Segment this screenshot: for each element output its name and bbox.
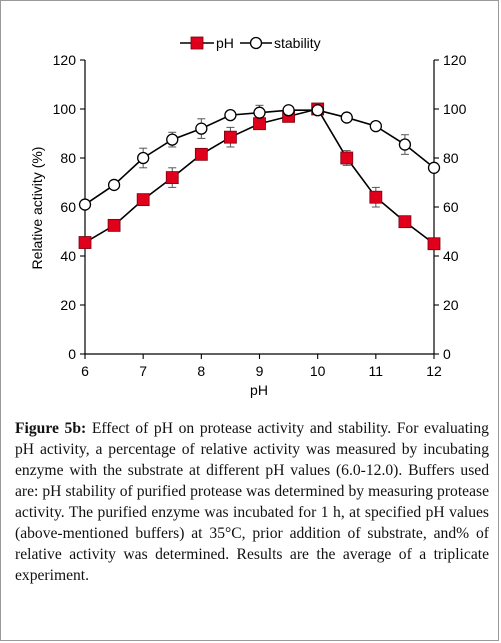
right-y-tick-label: 40	[443, 248, 459, 264]
legend-label-ph: pH	[216, 35, 234, 51]
left-y-tick-label: 80	[60, 150, 76, 166]
data-point-stability	[253, 106, 266, 119]
data-point-ph	[427, 237, 441, 251]
data-point-ph	[107, 218, 121, 232]
legend-marker-ph	[190, 36, 204, 50]
right-y-tick-label: 100	[443, 101, 467, 117]
data-point-ph	[194, 147, 208, 161]
right-y-tick-label: 80	[443, 150, 459, 166]
x-tick-label: 8	[197, 363, 205, 379]
data-point-stability	[282, 104, 295, 117]
x-tick-label: 10	[310, 363, 326, 379]
chart-axes: 0 0 20 20 40 40 60 60 80 80 100 100 120 120 6 7 8 9 10 11 12	[53, 52, 467, 379]
data-markers	[78, 102, 441, 251]
data-point-stability	[340, 111, 353, 124]
x-tick-label: 11	[369, 363, 384, 379]
data-point-stability	[137, 151, 150, 165]
data-point-ph	[369, 190, 383, 204]
right-y-tick-label: 120	[443, 52, 467, 68]
right-y-tick-label: 60	[443, 199, 459, 215]
data-point-stability	[224, 108, 237, 122]
data-point-stability	[78, 198, 92, 211]
data-point-ph	[136, 193, 150, 207]
x-tick-label: 12	[426, 363, 442, 379]
x-tick-label: 9	[256, 363, 264, 379]
right-y-tick-label: 20	[443, 297, 459, 313]
left-y-tick-label: 20	[60, 297, 76, 313]
data-point-stability	[166, 133, 179, 146]
data-point-ph	[165, 171, 179, 185]
left-y-tick-label: 60	[60, 199, 76, 215]
x-tick-label: 7	[139, 363, 147, 379]
legend-marker-stability	[249, 36, 263, 50]
left-y-tick-label: 120	[53, 52, 77, 68]
data-point-ph	[253, 117, 266, 131]
data-point-stability	[311, 104, 324, 117]
left-y-tick-label: 0	[68, 346, 76, 362]
data-point-stability	[195, 122, 208, 135]
left-y-tick-label: 40	[60, 248, 76, 264]
right-y-tick-label: 0	[443, 346, 451, 362]
y-axis-label: Relative activity (%)	[29, 147, 45, 270]
legend: pH stability	[180, 35, 321, 51]
line-chart: 0 0 20 20 40 40 60 60 80 80 100 100 120 120 6 7 8 9 10 11 12…	[29, 35, 467, 398]
legend-label-stability: stability	[274, 35, 321, 51]
data-point-ph	[78, 236, 92, 249]
data-point-stability	[369, 120, 382, 133]
x-axis-label: pH	[250, 382, 268, 398]
data-point-ph	[224, 130, 237, 144]
left-y-tick-label: 100	[53, 101, 77, 117]
data-point-stability	[398, 138, 412, 151]
data-point-stability	[107, 178, 121, 192]
x-tick-label: 6	[81, 363, 89, 379]
data-point-ph	[398, 215, 412, 229]
caption-text: Effect of pH on protease activity and st…	[15, 420, 489, 584]
figure-caption: Figure 5b: Effect of pH on protease acti…	[15, 418, 489, 586]
figure-label: Figure 5b:	[15, 420, 87, 437]
data-point-stability	[427, 161, 441, 174]
data-point-ph	[340, 151, 354, 165]
